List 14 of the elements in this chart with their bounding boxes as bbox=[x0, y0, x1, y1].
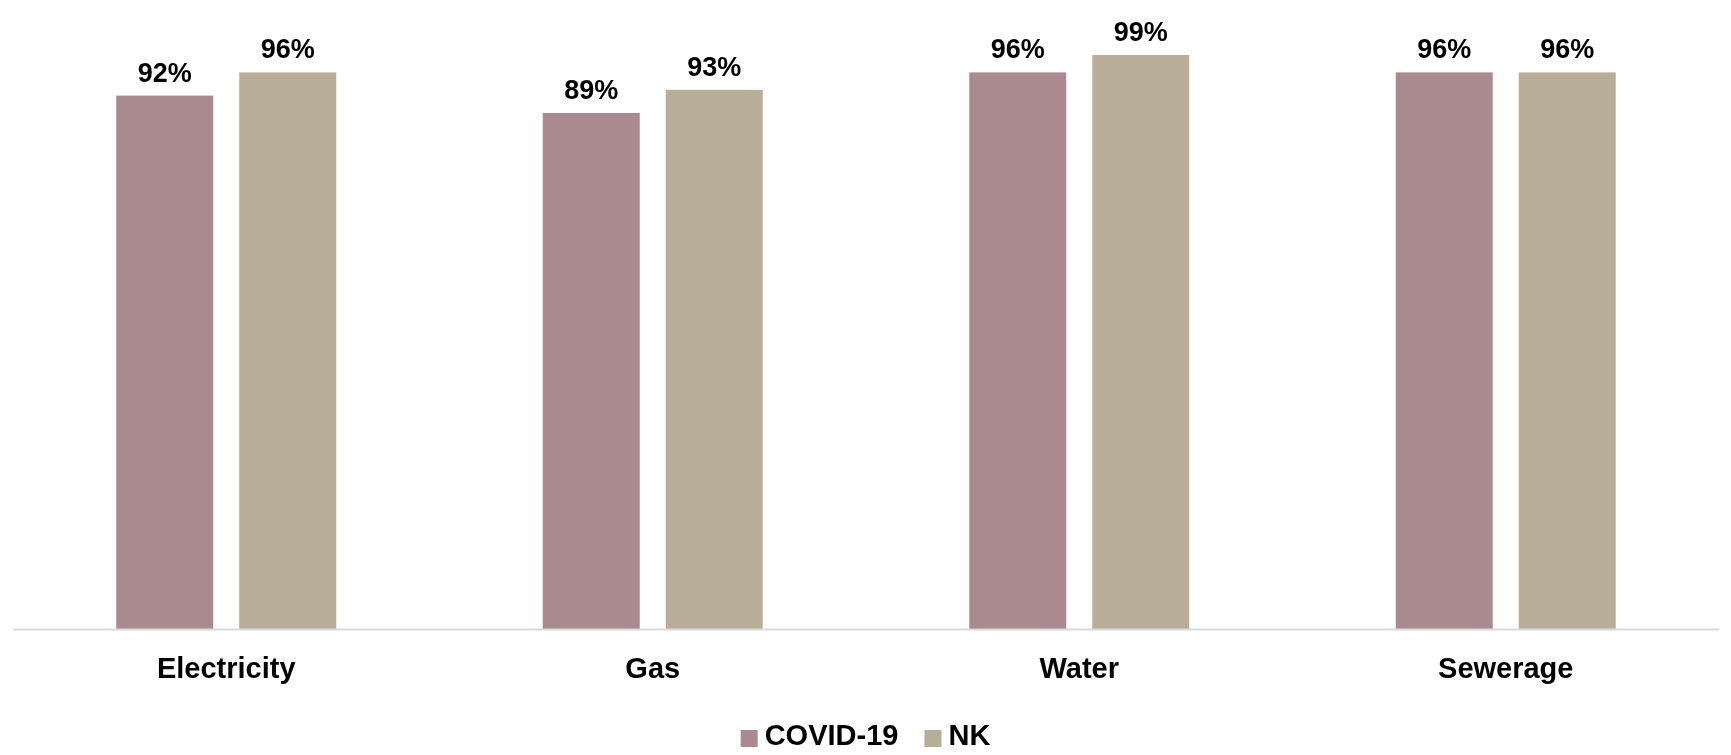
x-tick-label: Sewerage bbox=[1438, 651, 1574, 684]
data-label: 93% bbox=[687, 51, 742, 82]
legend-label: COVID-19 bbox=[764, 719, 899, 751]
data-label: 96% bbox=[1417, 34, 1472, 65]
legend-label: NK bbox=[948, 719, 991, 751]
x-tick-label: Gas bbox=[625, 651, 681, 684]
x-tick-label: Electricity bbox=[156, 651, 296, 684]
data-label: 99% bbox=[1113, 17, 1168, 47]
x-tick-label: Water bbox=[1039, 651, 1119, 684]
data-label: 96% bbox=[990, 34, 1045, 65]
data-label: 96% bbox=[260, 34, 315, 65]
data-label: 96% bbox=[1540, 34, 1595, 65]
data-label: 89% bbox=[564, 74, 619, 105]
data-label: 92% bbox=[137, 57, 192, 88]
